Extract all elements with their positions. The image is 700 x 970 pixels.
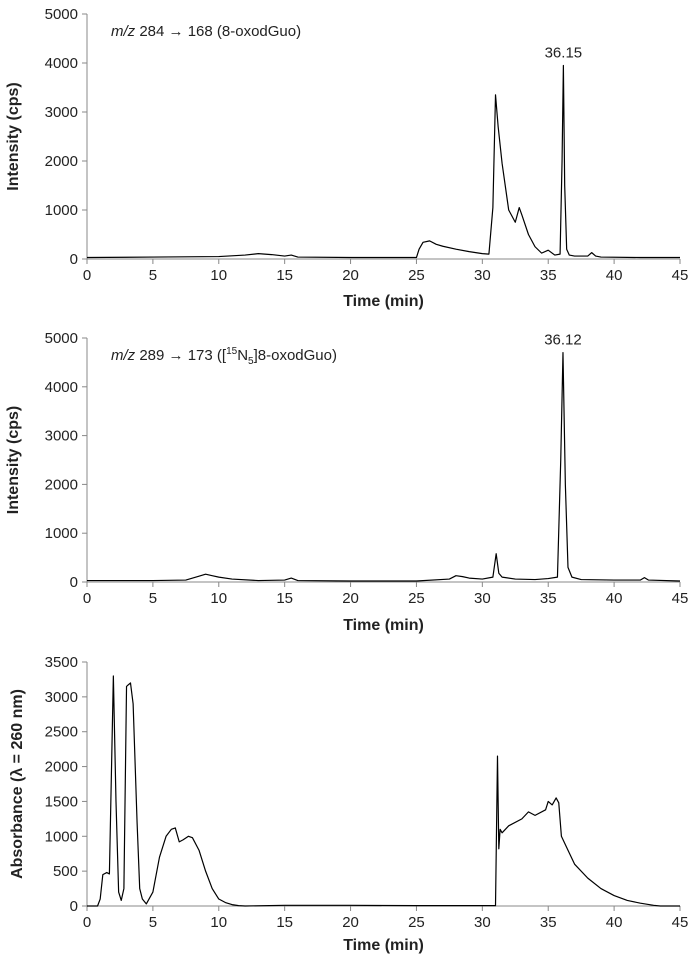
y-tick-label: 2500	[45, 724, 78, 741]
y-tick-label: 2000	[45, 759, 78, 776]
annotation-text-after: ]8-oxodGuo)	[254, 347, 337, 364]
x-tick-label: 0	[83, 267, 91, 284]
peak-label: 36.12	[544, 332, 582, 349]
x-tick-label: 30	[474, 267, 491, 284]
y-tick-label: 500	[53, 863, 78, 880]
x-tick-label: 30	[474, 590, 491, 607]
x-tick-label: 15	[276, 267, 293, 284]
y-tick-label: 0	[70, 574, 78, 591]
y-tick-label: 3500	[45, 654, 78, 671]
x-tick-label: 45	[672, 267, 689, 284]
y-tick-label: 1500	[45, 793, 78, 810]
y-tick-label: 2000	[45, 476, 78, 493]
x-tick-label: 10	[210, 267, 227, 284]
x-tick-label: 20	[342, 267, 359, 284]
x-tick-label: 15	[276, 914, 293, 931]
transition-annotation: m/z 284 → 168 (8-oxodGuo)	[111, 23, 301, 40]
transition-annotation: m/z 289 → 173 ([15N5]8-oxodGuo)	[111, 346, 337, 367]
chart-panel-2: 0 1000 2000 3000 4000 5000 0 5 10 15 20 25 30 35 40 45 T…	[5, 330, 688, 634]
annotation-mz: m/z	[111, 347, 136, 364]
y-tick-label: 4000	[45, 55, 78, 72]
x-tick-label: 5	[149, 590, 157, 607]
x-tick-label: 35	[540, 914, 557, 931]
y-tick-label: 0	[70, 251, 78, 268]
x-tick-label: 10	[210, 590, 227, 607]
y-tick-label: 3000	[45, 428, 78, 445]
annotation-subscript: 5	[248, 356, 254, 367]
chart-panel-3: 0 500 1000 1500 2000 2500 3000 3500 0 5 10 15 20 25 30…	[9, 654, 688, 954]
annotation-text-before: 289 → 173 ([	[135, 347, 227, 364]
y-tick-label: 3000	[45, 104, 78, 121]
y-tick-label: 3000	[45, 689, 78, 706]
chart-panel-1: 0 1000 2000 3000 4000 5000 0 5 10 15 20 25 30 35 40 45 T…	[5, 6, 688, 310]
x-tick-label: 25	[408, 590, 425, 607]
y-tick-label: 5000	[45, 6, 78, 23]
x-tick-label: 25	[408, 267, 425, 284]
series-line-1	[87, 352, 681, 582]
x-tick-label: 20	[342, 914, 359, 931]
x-tick-label: 40	[606, 914, 623, 931]
x-axis-title: Time (min)	[343, 937, 424, 954]
annotation-mz: m/z	[111, 23, 136, 40]
y-axis-title: Absorbance (λ = 260 nm)	[9, 689, 26, 879]
x-tick-label: 5	[149, 267, 157, 284]
series-line-1	[86, 64, 680, 259]
x-tick-label: 40	[606, 590, 623, 607]
x-tick-label: 35	[540, 267, 557, 284]
x-tick-label: 10	[210, 914, 227, 931]
x-tick-label: 30	[474, 914, 491, 931]
y-tick-label: 2000	[45, 153, 78, 170]
series-line-1	[87, 675, 680, 907]
annotation-text: 284 → 168 (8-oxodGuo)	[135, 23, 301, 40]
annotation-element: N	[237, 347, 248, 364]
y-axis-title: Intensity (cps)	[5, 406, 22, 514]
y-tick-label: 0	[70, 898, 78, 915]
x-tick-label: 20	[342, 590, 359, 607]
x-tick-label: 0	[83, 590, 91, 607]
x-tick-label: 35	[540, 590, 557, 607]
x-tick-label: 15	[276, 590, 293, 607]
y-tick-label: 1000	[45, 828, 78, 845]
x-tick-label: 40	[606, 267, 623, 284]
y-axis-title: Intensity (cps)	[5, 82, 22, 190]
y-tick-label: 1000	[45, 202, 78, 219]
annotation-superscript: 15	[226, 346, 238, 357]
y-tick-label: 1000	[45, 525, 78, 542]
y-tick-label: 4000	[45, 379, 78, 396]
x-tick-label: 0	[83, 914, 91, 931]
y-tick-label: 5000	[45, 330, 78, 347]
peak-label: 36.15	[545, 44, 583, 61]
x-axis-title: Time (min)	[343, 617, 424, 634]
x-tick-label: 45	[672, 914, 689, 931]
x-tick-label: 45	[672, 590, 689, 607]
x-axis-title: Time (min)	[343, 293, 424, 310]
x-tick-label: 5	[149, 914, 157, 931]
x-tick-label: 25	[408, 914, 425, 931]
